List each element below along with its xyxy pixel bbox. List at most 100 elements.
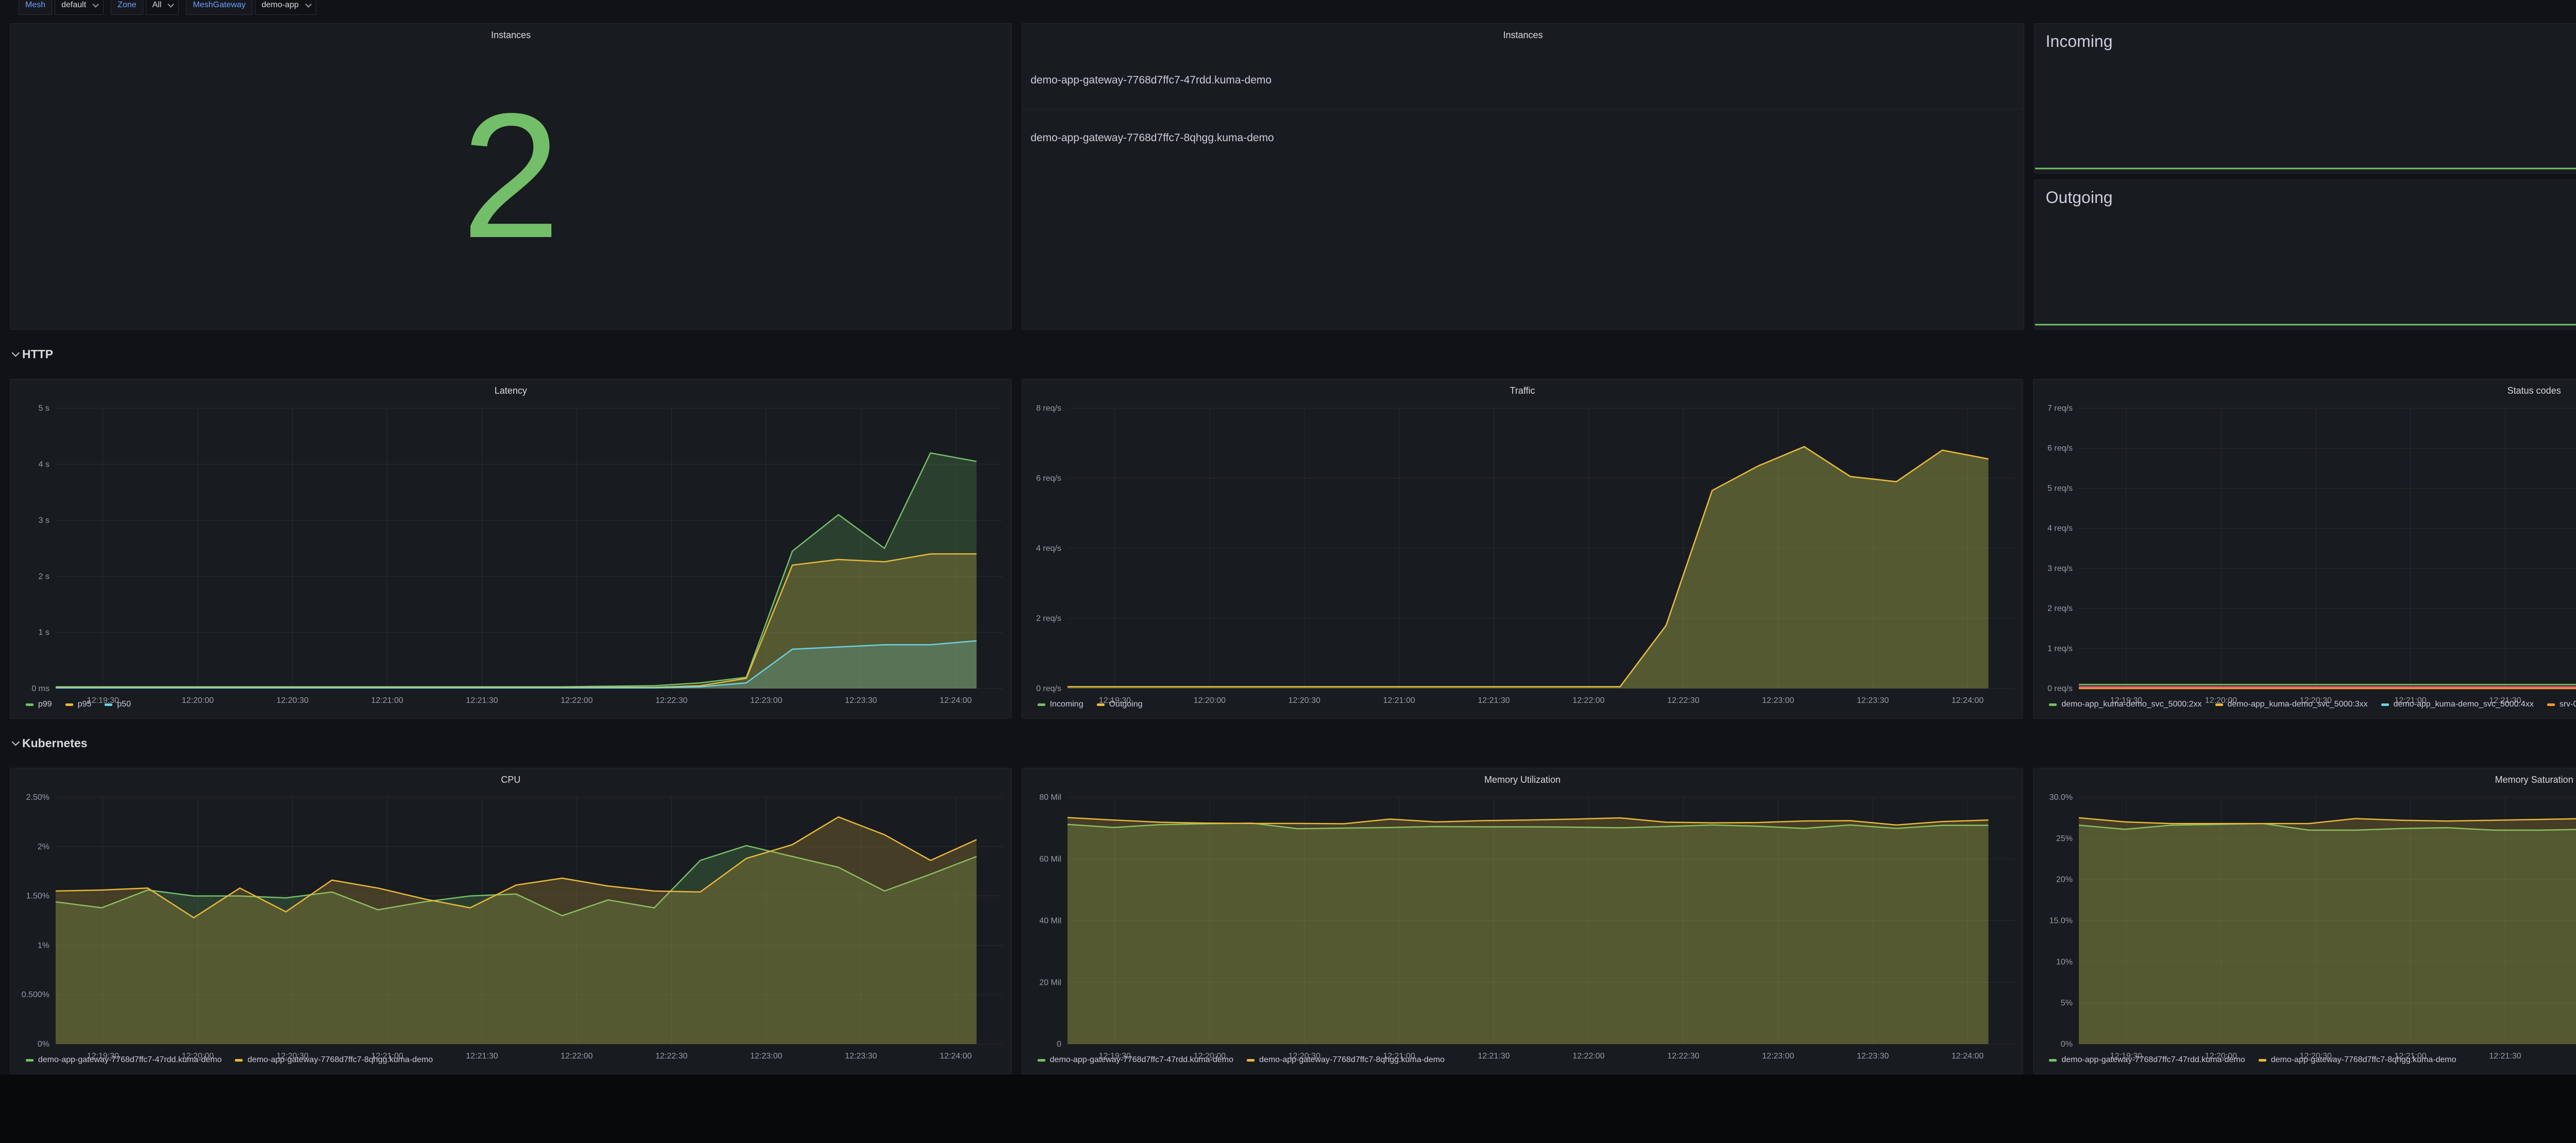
legend-swatch-icon	[2049, 1058, 2057, 1062]
legend-label: demo-app-gateway-7768d7ffc7-47rdd.kuma-d…	[1049, 1055, 1234, 1064]
legend-swatch-icon	[65, 703, 73, 706]
variable-zone-value: All	[152, 1, 162, 9]
legend-swatch-icon	[1096, 703, 1105, 706]
svg-text:12:21:30: 12:21:30	[466, 696, 498, 705]
svg-text:12:24:00: 12:24:00	[940, 696, 972, 705]
svg-text:12:19:30: 12:19:30	[1098, 696, 1130, 705]
legend-item[interactable]: srv-000_kuma-test_svc_80:2xx	[2547, 698, 2576, 711]
panel-title: CPU	[501, 775, 521, 785]
svg-text:1%: 1%	[38, 941, 49, 950]
variable-mesh-select[interactable]: default	[55, 0, 104, 15]
legend-swatch-icon	[26, 1058, 33, 1062]
stat-title: Outgoing	[2045, 188, 2113, 207]
legend-label: demo-app_kuma-demo_svc_5000:3xx	[2227, 700, 2368, 709]
legend-item[interactable]: demo-app-gateway-7768d7ffc7-8qhgg.kuma-d…	[1247, 1053, 1445, 1067]
legend-item[interactable]: Outgoing	[1096, 698, 1143, 711]
svg-text:2 s: 2 s	[39, 572, 49, 581]
legend-item[interactable]: demo-app-gateway-7768d7ffc7-47rdd.kuma-d…	[26, 1053, 222, 1067]
svg-text:8 req/s: 8 req/s	[1036, 404, 1061, 413]
svg-text:12:23:30: 12:23:30	[845, 696, 877, 705]
svg-text:12:21:30: 12:21:30	[1478, 696, 1510, 705]
svg-text:12:21:00: 12:21:00	[1383, 1052, 1415, 1061]
status-codes-legend: demo-app_kuma-demo_svc_5000:2xx demo-app_…	[2033, 695, 2576, 718]
section-title: HTTP	[22, 347, 54, 361]
svg-text:12:23:30: 12:23:30	[1857, 696, 1889, 705]
legend-item[interactable]: demo-app-gateway-7768d7ffc7-8qhgg.kuma-d…	[2258, 1053, 2456, 1067]
legend-swatch-icon	[2215, 703, 2223, 706]
svg-text:12:21:30: 12:21:30	[2489, 1052, 2521, 1061]
memory-utilization-legend: demo-app-gateway-7768d7ffc7-47rdd.kuma-d…	[1022, 1050, 2023, 1074]
panel-title: Instances	[1503, 30, 1543, 40]
legend-item[interactable]: demo-app-gateway-7768d7ffc7-47rdd.kuma-d…	[2049, 1053, 2245, 1067]
panel-title: Status codes	[2507, 385, 2561, 396]
section-header-http[interactable]: HTTP	[0, 330, 2576, 379]
variable-meshgateway-value: demo-app	[261, 1, 299, 9]
legend-label: demo-app-gateway-7768d7ffc7-8qhgg.kuma-d…	[2270, 1055, 2456, 1064]
legend-label: demo-app-gateway-7768d7ffc7-47rdd.kuma-d…	[38, 1055, 222, 1064]
svg-text:12:21:00: 12:21:00	[371, 1052, 403, 1061]
variable-zone-select[interactable]: All	[145, 0, 179, 15]
variable-zone: Zone All	[111, 0, 179, 15]
svg-text:12:23:30: 12:23:30	[845, 1052, 877, 1061]
variable-zone-label: Zone	[111, 0, 143, 15]
svg-text:12:20:30: 12:20:30	[1288, 1052, 1320, 1061]
svg-text:12:21:00: 12:21:00	[371, 696, 403, 705]
legend-label: demo-app-gateway-7768d7ffc7-8qhgg.kuma-d…	[247, 1055, 433, 1064]
svg-text:12:23:00: 12:23:00	[1762, 1052, 1794, 1061]
svg-text:6 req/s: 6 req/s	[2047, 444, 2073, 453]
legend-item[interactable]: p50	[105, 698, 131, 711]
memory-utilization-chart: 12:19:30 12:20:00 12:20:30 12:21:00 12:21:30…	[1022, 788, 2023, 1061]
table-row: demo-app-gateway-7768d7ffc7-47rdd.kuma-d…	[1022, 52, 2024, 109]
svg-text:12:22:00: 12:22:00	[1572, 696, 1604, 705]
legend-swatch-icon	[2049, 703, 2057, 706]
svg-text:2%: 2%	[38, 843, 49, 851]
legend-item[interactable]: demo-app-gateway-7768d7ffc7-47rdd.kuma-d…	[1037, 1053, 1234, 1067]
svg-text:12:21:30: 12:21:30	[2489, 696, 2521, 705]
svg-text:12:20:00: 12:20:00	[1193, 696, 1225, 705]
legend-item[interactable]: p99	[26, 698, 52, 711]
variable-mesh: Mesh default	[19, 0, 104, 15]
legend-label: Incoming	[1049, 700, 1083, 709]
legend-item[interactable]: demo-app_kuma-demo_svc_5000:2xx	[2049, 698, 2202, 711]
variable-bar: Mesh default Zone All MeshGateway demo-a…	[0, 0, 2576, 15]
svg-text:12:23:00: 12:23:00	[750, 696, 782, 705]
svg-text:12:22:30: 12:22:30	[655, 696, 687, 705]
chevron-down-icon	[92, 1, 99, 8]
legend-item[interactable]: Incoming	[1037, 698, 1083, 711]
svg-text:12:20:30: 12:20:30	[2300, 1052, 2332, 1061]
svg-text:20%: 20%	[2056, 876, 2073, 884]
chevron-down-icon	[167, 1, 175, 8]
panel-memory-utilization: Memory Utilization 12:19:30 12:20:00 12:20…	[1021, 768, 2024, 1074]
legend-label: demo-app-gateway-7768d7ffc7-8qhgg.kuma-d…	[1259, 1055, 1445, 1064]
svg-text:12:22:00: 12:22:00	[1572, 1052, 1604, 1061]
traffic-stats-column: Incoming 6.56 req/s Outgoing 6.56 req/s	[2033, 23, 2576, 330]
legend-swatch-icon	[105, 703, 113, 706]
section-title: Kubernetes	[22, 736, 88, 750]
svg-text:12:23:00: 12:23:00	[750, 1052, 782, 1061]
svg-text:12:22:30: 12:22:30	[1667, 696, 1699, 705]
instances-table: demo-app-gateway-7768d7ffc7-47rdd.kuma-d…	[1022, 52, 2024, 167]
variable-meshgateway-label: MeshGateway	[186, 0, 252, 15]
legend-swatch-icon	[1037, 1058, 1045, 1062]
legend-item[interactable]: demo-app_kuma-demo_svc_5000:4xx	[2381, 698, 2534, 711]
legend-item[interactable]: demo-app-gateway-7768d7ffc7-8qhgg.kuma-d…	[235, 1053, 433, 1067]
svg-text:5 req/s: 5 req/s	[2047, 484, 2073, 493]
row-kubernetes: CPU 12:19:30 12:20:00 12:20:30 12:21:00 12:2…	[10, 768, 2576, 1074]
svg-text:20 Mil: 20 Mil	[1039, 978, 1061, 987]
svg-text:0: 0	[1057, 1040, 1061, 1049]
svg-text:4 req/s: 4 req/s	[1036, 544, 1061, 553]
svg-text:5 s: 5 s	[39, 404, 49, 413]
legend-label: p99	[38, 700, 52, 709]
cpu-legend: demo-app-gateway-7768d7ffc7-47rdd.kuma-d…	[10, 1050, 1011, 1074]
legend-item[interactable]: p95	[65, 698, 91, 711]
section-header-kubernetes[interactable]: Kubernetes	[0, 719, 2576, 768]
svg-text:0%: 0%	[2061, 1040, 2073, 1049]
svg-text:12:22:00: 12:22:00	[561, 1052, 592, 1061]
variable-meshgateway-select[interactable]: demo-app	[255, 0, 316, 15]
svg-text:5%: 5%	[2061, 999, 2073, 1007]
legend-item[interactable]: demo-app_kuma-demo_svc_5000:3xx	[2215, 698, 2368, 711]
panel-latency: Latency 12:19:30 12:20:00 12:20:30 12:21:00…	[10, 379, 1012, 719]
svg-text:7 req/s: 7 req/s	[2047, 404, 2073, 413]
svg-text:12:22:30: 12:22:30	[655, 1052, 687, 1061]
panel-title: Traffic	[1510, 385, 1535, 396]
